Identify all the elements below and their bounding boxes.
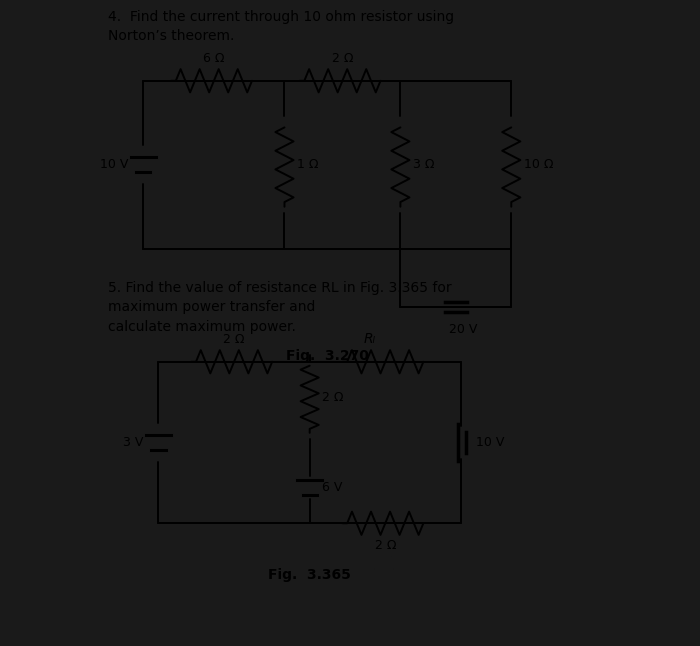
- Text: 3 Ω: 3 Ω: [413, 158, 435, 171]
- Text: 10 V: 10 V: [100, 158, 128, 171]
- Text: maximum power transfer and: maximum power transfer and: [108, 300, 316, 315]
- Text: 6 V: 6 V: [322, 481, 343, 494]
- Text: 2 Ω: 2 Ω: [374, 539, 396, 552]
- Text: 5. Find the value of resistance RL in Fig. 3.365 for: 5. Find the value of resistance RL in Fi…: [108, 281, 452, 295]
- Text: 10 V: 10 V: [476, 436, 505, 449]
- Text: 2 Ω: 2 Ω: [322, 391, 344, 404]
- Text: Rₗ: Rₗ: [363, 331, 375, 346]
- Text: 3 V: 3 V: [123, 436, 144, 449]
- Text: calculate maximum power.: calculate maximum power.: [108, 320, 296, 334]
- Text: 2 Ω: 2 Ω: [332, 52, 354, 65]
- Text: 2 Ω: 2 Ω: [223, 333, 245, 346]
- Text: 4.  Find the current through 10 ohm resistor using: 4. Find the current through 10 ohm resis…: [108, 10, 454, 24]
- Text: 1 Ω: 1 Ω: [297, 158, 319, 171]
- Text: Fig.  3.270: Fig. 3.270: [286, 349, 369, 363]
- Text: 10 Ω: 10 Ω: [524, 158, 554, 171]
- Text: 20 V: 20 V: [449, 323, 477, 336]
- Text: Norton’s theorem.: Norton’s theorem.: [108, 29, 234, 43]
- Text: 6 Ω: 6 Ω: [203, 52, 225, 65]
- Text: Fig.  3.365: Fig. 3.365: [268, 568, 351, 583]
